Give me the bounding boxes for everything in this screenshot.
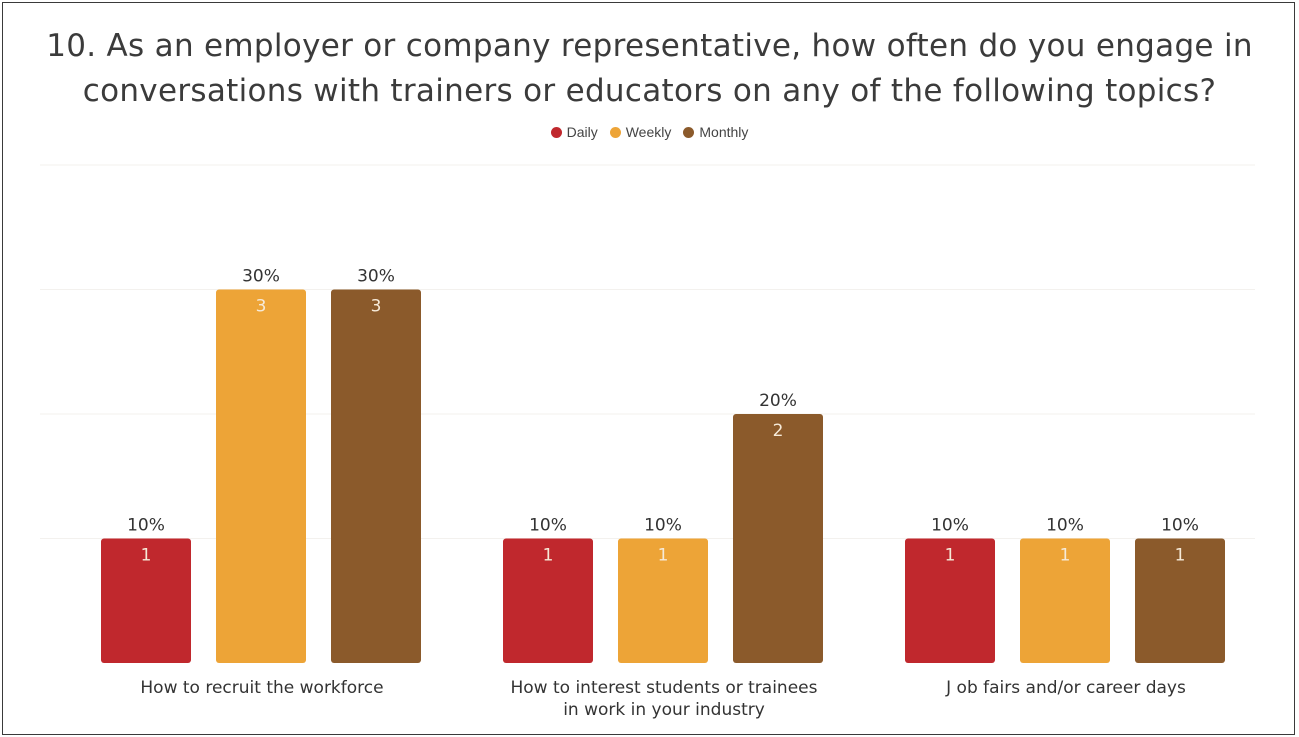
percent-label-daily-1: 10% bbox=[127, 516, 165, 536]
percent-label-weekly-2: 10% bbox=[644, 516, 682, 536]
chart-legend: Daily Weekly Monthly bbox=[0, 124, 1299, 140]
percent-label-monthly-2: 20% bbox=[759, 391, 797, 411]
chart-title-line-1: 10. As an employer or company representa… bbox=[46, 28, 1253, 64]
value-label-monthly-1: 3 bbox=[371, 297, 382, 317]
category-label-2-line-1: How to interest students or trainees bbox=[510, 678, 818, 698]
bar-weekly-2 bbox=[618, 538, 708, 663]
category-label-2-line-2: in work in your industry bbox=[563, 700, 765, 720]
value-label-weekly-2: 1 bbox=[658, 546, 669, 566]
category-label-3-line-1: J ob fairs and/or career days bbox=[946, 678, 1186, 698]
legend-swatch-daily bbox=[550, 126, 562, 138]
percent-label-monthly-3: 10% bbox=[1161, 516, 1199, 536]
legend-item-weekly: Weekly bbox=[609, 124, 672, 140]
bar-weekly-1 bbox=[216, 289, 306, 663]
percent-label-monthly-1: 30% bbox=[357, 267, 395, 287]
value-label-monthly-2: 2 bbox=[773, 421, 784, 441]
category-label-3: J ob fairs and/or career days bbox=[876, 677, 1256, 699]
legend-label-weekly: Weekly bbox=[625, 124, 672, 140]
category-label-1-line-1: How to recruit the workforce bbox=[140, 678, 384, 698]
legend-label-monthly: Monthly bbox=[699, 124, 749, 140]
value-label-weekly-1: 3 bbox=[256, 297, 267, 317]
bar-daily-2 bbox=[503, 538, 593, 663]
value-label-daily-1: 1 bbox=[141, 546, 152, 566]
legend-item-daily: Daily bbox=[550, 124, 598, 140]
value-label-daily-3: 1 bbox=[945, 546, 956, 566]
legend-swatch-monthly bbox=[683, 126, 695, 138]
legend-swatch-weekly bbox=[609, 126, 621, 138]
category-label-2: How to interest students or trainees in … bbox=[474, 677, 854, 721]
value-label-weekly-3: 1 bbox=[1060, 546, 1071, 566]
bar-monthly-3 bbox=[1135, 538, 1225, 663]
chart-title: 10. As an employer or company representa… bbox=[0, 24, 1299, 114]
bar-monthly-1 bbox=[331, 289, 421, 663]
percent-label-daily-3: 10% bbox=[931, 516, 969, 536]
category-label-1: How to recruit the workforce bbox=[72, 677, 452, 699]
bar-monthly-2 bbox=[733, 414, 823, 663]
percent-label-daily-2: 10% bbox=[529, 516, 567, 536]
bar-daily-3 bbox=[905, 538, 995, 663]
percent-label-weekly-3: 10% bbox=[1046, 516, 1084, 536]
value-label-monthly-3: 1 bbox=[1175, 546, 1186, 566]
bar-weekly-3 bbox=[1020, 538, 1110, 663]
legend-label-daily: Daily bbox=[566, 124, 598, 140]
chart-title-line-2: conversations with trainers or educators… bbox=[82, 73, 1217, 109]
bar-daily-1 bbox=[101, 538, 191, 663]
value-label-daily-2: 1 bbox=[543, 546, 554, 566]
percent-label-weekly-1: 30% bbox=[242, 267, 280, 287]
legend-item-monthly: Monthly bbox=[683, 124, 748, 140]
